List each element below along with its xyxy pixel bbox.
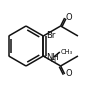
Text: O: O [66, 14, 72, 23]
Text: CH₃: CH₃ [60, 49, 72, 55]
Text: H: H [51, 58, 56, 63]
Text: NH: NH [46, 53, 59, 61]
Text: O: O [66, 69, 72, 78]
Text: Br: Br [46, 31, 55, 40]
